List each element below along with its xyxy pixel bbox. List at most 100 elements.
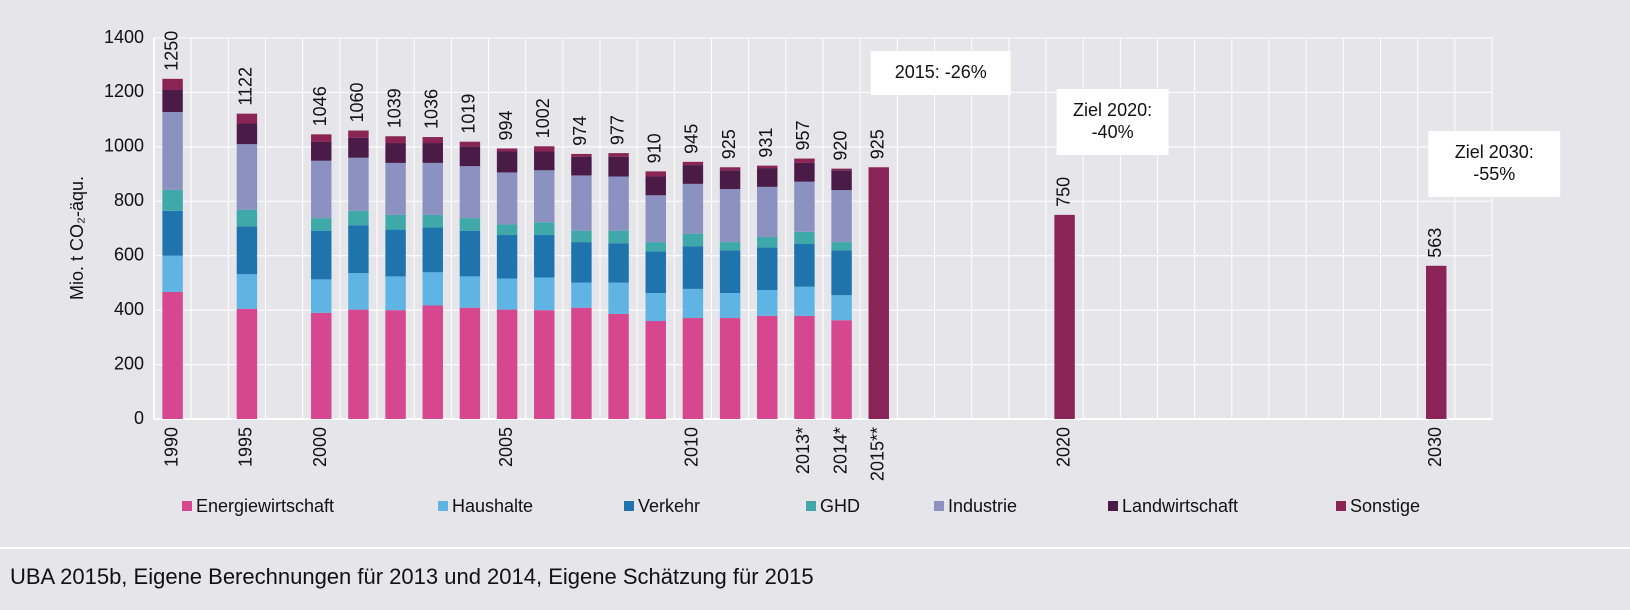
bar-segment (385, 143, 406, 163)
y-tick-label: 200 (114, 353, 144, 373)
bar-segment (645, 242, 666, 252)
bar-segment (757, 315, 778, 419)
bar-segment (831, 170, 852, 191)
annotation-text: 2015: -26% (895, 62, 987, 82)
total-label: 750 (1053, 177, 1073, 207)
total-label: 925 (868, 129, 888, 159)
total-label: 994 (496, 110, 516, 140)
bar-segment (794, 315, 815, 419)
bar-segment (162, 78, 183, 90)
total-label: 977 (607, 115, 627, 145)
total-label: 920 (830, 131, 850, 161)
bar-segment (162, 255, 183, 292)
bar-segment (459, 307, 481, 419)
total-label: 1250 (161, 31, 181, 71)
bar-segment (496, 309, 518, 419)
bar-segment (162, 112, 183, 190)
legend-label: Haushalte (452, 496, 533, 516)
bar-segment (645, 176, 666, 196)
bar-segment (571, 230, 592, 243)
bar-segment (348, 273, 369, 310)
bar-segment (459, 218, 481, 231)
bar-segment (534, 277, 555, 311)
total-label: 1046 (310, 86, 330, 126)
bar-segment (422, 137, 443, 144)
bar-segment (608, 156, 629, 177)
annotation-text: -55% (1473, 164, 1515, 184)
bar-segment (757, 165, 778, 169)
bar-segment (236, 308, 258, 419)
bar-segment (311, 141, 332, 161)
x-tick-label: 2030 (1425, 427, 1445, 467)
bar-segment (311, 134, 332, 142)
x-tick-label: 2013* (793, 427, 813, 474)
bar-segment (682, 161, 704, 166)
bar-segment (422, 272, 443, 306)
total-label: 910 (645, 133, 665, 163)
bar-segment (608, 282, 629, 314)
bar-segment (348, 137, 369, 158)
bar-segment (645, 292, 666, 322)
bar-segment (831, 242, 852, 251)
bar-segment (608, 230, 629, 244)
bar-segment (794, 181, 815, 232)
total-label: 563 (1425, 228, 1445, 258)
bar-segment (682, 183, 704, 234)
bar-segment (794, 244, 815, 287)
legend-swatch (934, 501, 944, 511)
bar-segment (236, 274, 258, 309)
bar-segment (794, 158, 815, 163)
bar-segment (422, 214, 443, 228)
bar-segment (719, 170, 741, 190)
bar-segment (645, 195, 666, 243)
legend-label: Landwirtschaft (1122, 496, 1238, 516)
bar-segment (534, 235, 555, 278)
annotation-box (1428, 131, 1561, 197)
x-tick-label: 1990 (161, 427, 181, 467)
bar-segment (236, 123, 258, 145)
x-tick-label: 2010 (682, 427, 702, 467)
bar-segment (162, 210, 183, 256)
bar-segment (719, 167, 741, 171)
bar-segment (311, 279, 332, 313)
y-tick-label: 1200 (104, 81, 144, 101)
bar-segment (422, 305, 443, 419)
total-label: 957 (793, 121, 813, 151)
legend-label: Energiewirtschaft (196, 496, 334, 516)
x-tick-label: 2005 (496, 427, 516, 467)
bar-segment (719, 292, 741, 319)
legend-swatch (806, 501, 816, 511)
y-axis-label: Mio. t CO₂-äqu. (67, 176, 87, 300)
bar-segment (236, 113, 258, 124)
bar-segment (719, 250, 741, 293)
bar-segment (608, 153, 629, 157)
legend-swatch (1108, 501, 1118, 511)
bar-segment (311, 218, 332, 231)
bar-segment (385, 276, 406, 311)
legend-swatch (182, 501, 192, 511)
y-tick-label: 0 (134, 408, 144, 428)
bar-segment (534, 151, 555, 171)
bar-segment (459, 166, 481, 219)
bar-segment (682, 246, 704, 289)
bar-segment (571, 156, 592, 176)
source: UBA 2015b, Eigene Berechnungen für 2013 … (10, 564, 814, 589)
bar-segment (534, 310, 555, 419)
bar-segment (682, 318, 704, 419)
annotation-text: -40% (1092, 122, 1134, 142)
bar-segment (311, 312, 332, 419)
bar-segment (608, 243, 629, 283)
x-tick-label: 2020 (1053, 427, 1073, 467)
bar-segment (311, 160, 332, 219)
bar-segment (831, 320, 852, 419)
bar-segment (831, 250, 852, 296)
bar-segment (162, 89, 183, 113)
bar-segment (236, 226, 258, 275)
total-label: 945 (682, 124, 702, 154)
chart-background (0, 0, 1630, 548)
bar-segment (682, 288, 704, 319)
bar-segment (311, 230, 332, 280)
x-tick-label: 2000 (310, 427, 330, 467)
bar-segment (719, 318, 741, 419)
